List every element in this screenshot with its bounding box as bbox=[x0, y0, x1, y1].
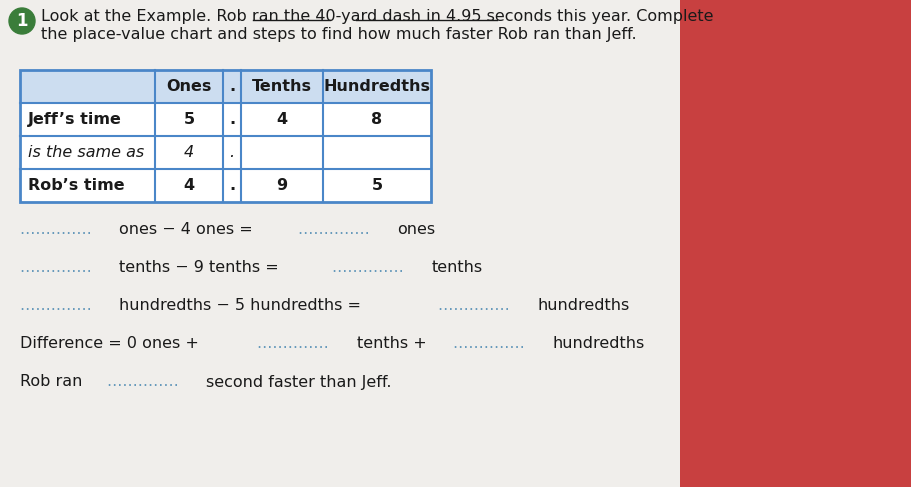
Text: ..............: .............. bbox=[20, 299, 97, 314]
Circle shape bbox=[9, 8, 35, 34]
Text: tenths +: tenths + bbox=[356, 337, 432, 352]
Text: .: . bbox=[229, 112, 235, 127]
Text: ..............: .............. bbox=[332, 261, 409, 276]
Text: tenths: tenths bbox=[431, 261, 482, 276]
Text: tenths − 9 tenths =: tenths − 9 tenths = bbox=[119, 261, 284, 276]
Bar bbox=[20, 70, 431, 202]
Text: 9: 9 bbox=[276, 178, 288, 193]
Text: Difference = 0 ones +: Difference = 0 ones + bbox=[20, 337, 204, 352]
Text: Look at the Example. Rob ran the 40-yard dash in 4.95 seconds this year. Complet: Look at the Example. Rob ran the 40-yard… bbox=[41, 8, 713, 23]
Text: ones: ones bbox=[397, 223, 435, 238]
Text: ones − 4 ones =: ones − 4 ones = bbox=[119, 223, 258, 238]
Text: .: . bbox=[229, 178, 235, 193]
Text: 4: 4 bbox=[276, 112, 288, 127]
Text: Rob ran: Rob ran bbox=[20, 375, 87, 390]
Text: ..............: .............. bbox=[107, 375, 184, 390]
Text: Rob’s time: Rob’s time bbox=[28, 178, 125, 193]
Text: ..............: .............. bbox=[20, 223, 97, 238]
Text: hundredths − 5 hundredths =: hundredths − 5 hundredths = bbox=[119, 299, 366, 314]
Text: the place-value chart and steps to find how much faster Rob ran than Jeff.: the place-value chart and steps to find … bbox=[41, 27, 637, 42]
Text: second faster than Jeff.: second faster than Jeff. bbox=[206, 375, 392, 390]
Bar bbox=[20, 70, 431, 202]
Text: Hundredths: Hundredths bbox=[323, 79, 431, 94]
Text: ..............: .............. bbox=[20, 261, 97, 276]
Text: 8: 8 bbox=[372, 112, 383, 127]
Bar bbox=[20, 70, 431, 103]
Text: Ones: Ones bbox=[167, 79, 211, 94]
Text: Jeff’s time: Jeff’s time bbox=[28, 112, 122, 127]
Text: ..............: .............. bbox=[299, 223, 375, 238]
Text: ..............: .............. bbox=[438, 299, 515, 314]
Bar bbox=[680, 0, 911, 487]
Bar bbox=[0, 0, 680, 487]
Text: .: . bbox=[229, 79, 235, 94]
Text: .: . bbox=[230, 145, 234, 160]
Text: hundredths: hundredths bbox=[537, 299, 630, 314]
Text: 4: 4 bbox=[183, 178, 195, 193]
Text: is the same as: is the same as bbox=[28, 145, 144, 160]
Text: 4: 4 bbox=[184, 145, 194, 160]
Text: 5: 5 bbox=[183, 112, 195, 127]
Text: ..............: .............. bbox=[258, 337, 334, 352]
Text: ..............: .............. bbox=[454, 337, 530, 352]
Text: Tenths: Tenths bbox=[252, 79, 312, 94]
Text: hundredths: hundredths bbox=[552, 337, 645, 352]
Text: 1: 1 bbox=[16, 12, 27, 30]
Text: 5: 5 bbox=[372, 178, 383, 193]
